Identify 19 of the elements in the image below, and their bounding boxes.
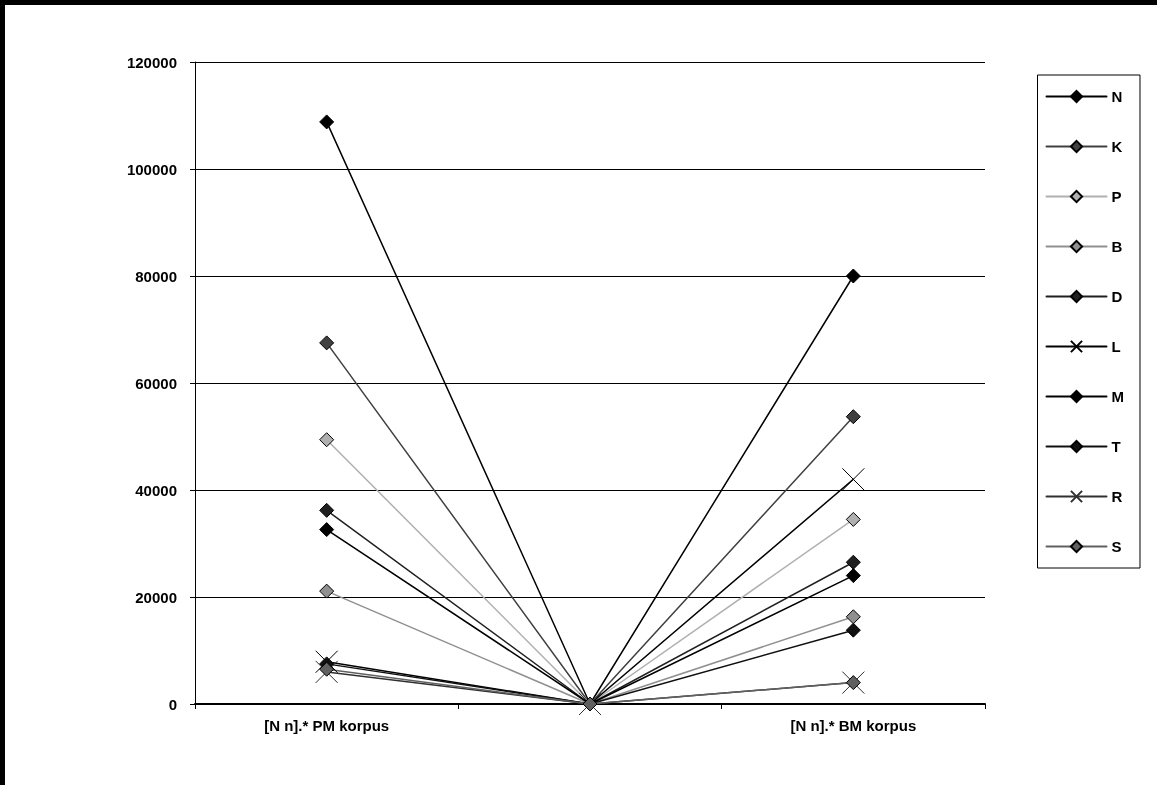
legend-label: D	[1111, 288, 1123, 305]
legend-label: L	[1111, 338, 1121, 355]
legend-label: M	[1111, 388, 1124, 405]
y-tick-label: 20000	[135, 588, 177, 606]
y-tick-label: 100000	[126, 160, 177, 178]
x-tick-label: [N n].* PM korpus	[264, 717, 390, 734]
y-tick-label: 60000	[135, 374, 177, 392]
legend-label: N	[1111, 88, 1123, 105]
x-tick-label: [N n].* BM korpus	[790, 717, 917, 734]
y-tick-label: 80000	[135, 267, 177, 285]
legend-label: R	[1111, 488, 1123, 505]
legend-label: K	[1111, 138, 1123, 155]
y-tick-label: 120000	[126, 53, 177, 71]
legend-label: S	[1111, 538, 1122, 555]
y-tick-label: 40000	[135, 481, 177, 499]
legend-label: P	[1111, 188, 1122, 205]
legend-label: B	[1111, 238, 1123, 255]
y-tick-label: 0	[168, 695, 177, 713]
legend-label: T	[1111, 438, 1121, 455]
